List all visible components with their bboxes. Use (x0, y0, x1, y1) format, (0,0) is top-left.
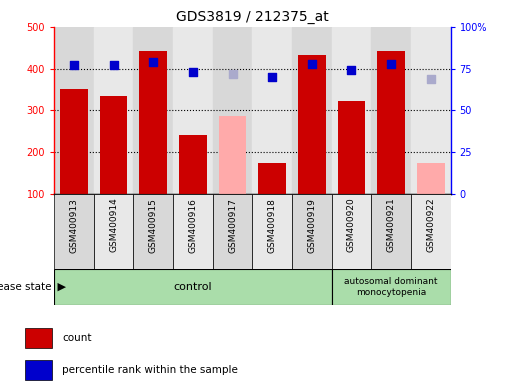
Bar (133, 194, 173, 269)
Text: GSM400915: GSM400915 (149, 198, 158, 253)
Bar (54, 269, 332, 305)
Point (188, 69, 197, 75)
Text: GSM400919: GSM400919 (307, 198, 316, 253)
Point (307, 61, 316, 67)
Text: control: control (174, 282, 212, 292)
Bar (332, 27, 371, 194)
Text: percentile rank within the sample: percentile rank within the sample (62, 365, 238, 375)
Bar (179, 135, 207, 194)
Bar (259, 162, 286, 194)
Point (387, 61, 396, 67)
Bar (298, 55, 325, 194)
Title: GDS3819 / 212375_at: GDS3819 / 212375_at (176, 10, 329, 25)
Bar (25, 360, 53, 380)
Bar (54, 27, 94, 194)
Bar (140, 51, 167, 194)
Bar (60, 89, 88, 194)
Bar (252, 27, 292, 194)
Point (426, 76, 435, 82)
Bar (94, 27, 133, 194)
Bar (338, 101, 365, 194)
Bar (94, 194, 133, 269)
Text: GSM400916: GSM400916 (188, 198, 197, 253)
Text: GSM400920: GSM400920 (347, 198, 356, 252)
Text: GSM400918: GSM400918 (268, 198, 277, 253)
Bar (371, 27, 411, 194)
Bar (371, 194, 411, 269)
Bar (411, 27, 451, 194)
Bar (213, 27, 252, 194)
Point (70, 62, 78, 68)
Bar (411, 194, 451, 269)
Bar (173, 194, 213, 269)
Bar (54, 194, 94, 269)
Bar (133, 27, 173, 194)
Text: disease state: disease state (0, 282, 52, 292)
Text: GSM400917: GSM400917 (228, 198, 237, 253)
Bar (25, 328, 53, 348)
Bar (173, 27, 213, 194)
Bar (332, 194, 371, 269)
Point (149, 59, 157, 65)
Bar (332, 269, 451, 305)
Point (228, 71, 236, 77)
Bar (213, 194, 252, 269)
Bar (100, 96, 127, 194)
Bar (377, 51, 405, 194)
Text: GSM400922: GSM400922 (426, 198, 435, 252)
Text: autosomal dominant
monocytopenia: autosomal dominant monocytopenia (345, 277, 438, 297)
Point (268, 74, 276, 80)
Text: GSM400921: GSM400921 (387, 198, 396, 252)
Bar (292, 27, 332, 194)
Point (109, 62, 117, 68)
Text: count: count (62, 333, 92, 343)
Bar (417, 162, 444, 194)
Bar (219, 116, 246, 194)
Text: ▶: ▶ (54, 282, 66, 292)
Bar (252, 194, 292, 269)
Bar (292, 194, 332, 269)
Text: GSM400914: GSM400914 (109, 198, 118, 252)
Point (347, 67, 355, 73)
Text: GSM400913: GSM400913 (70, 198, 78, 253)
